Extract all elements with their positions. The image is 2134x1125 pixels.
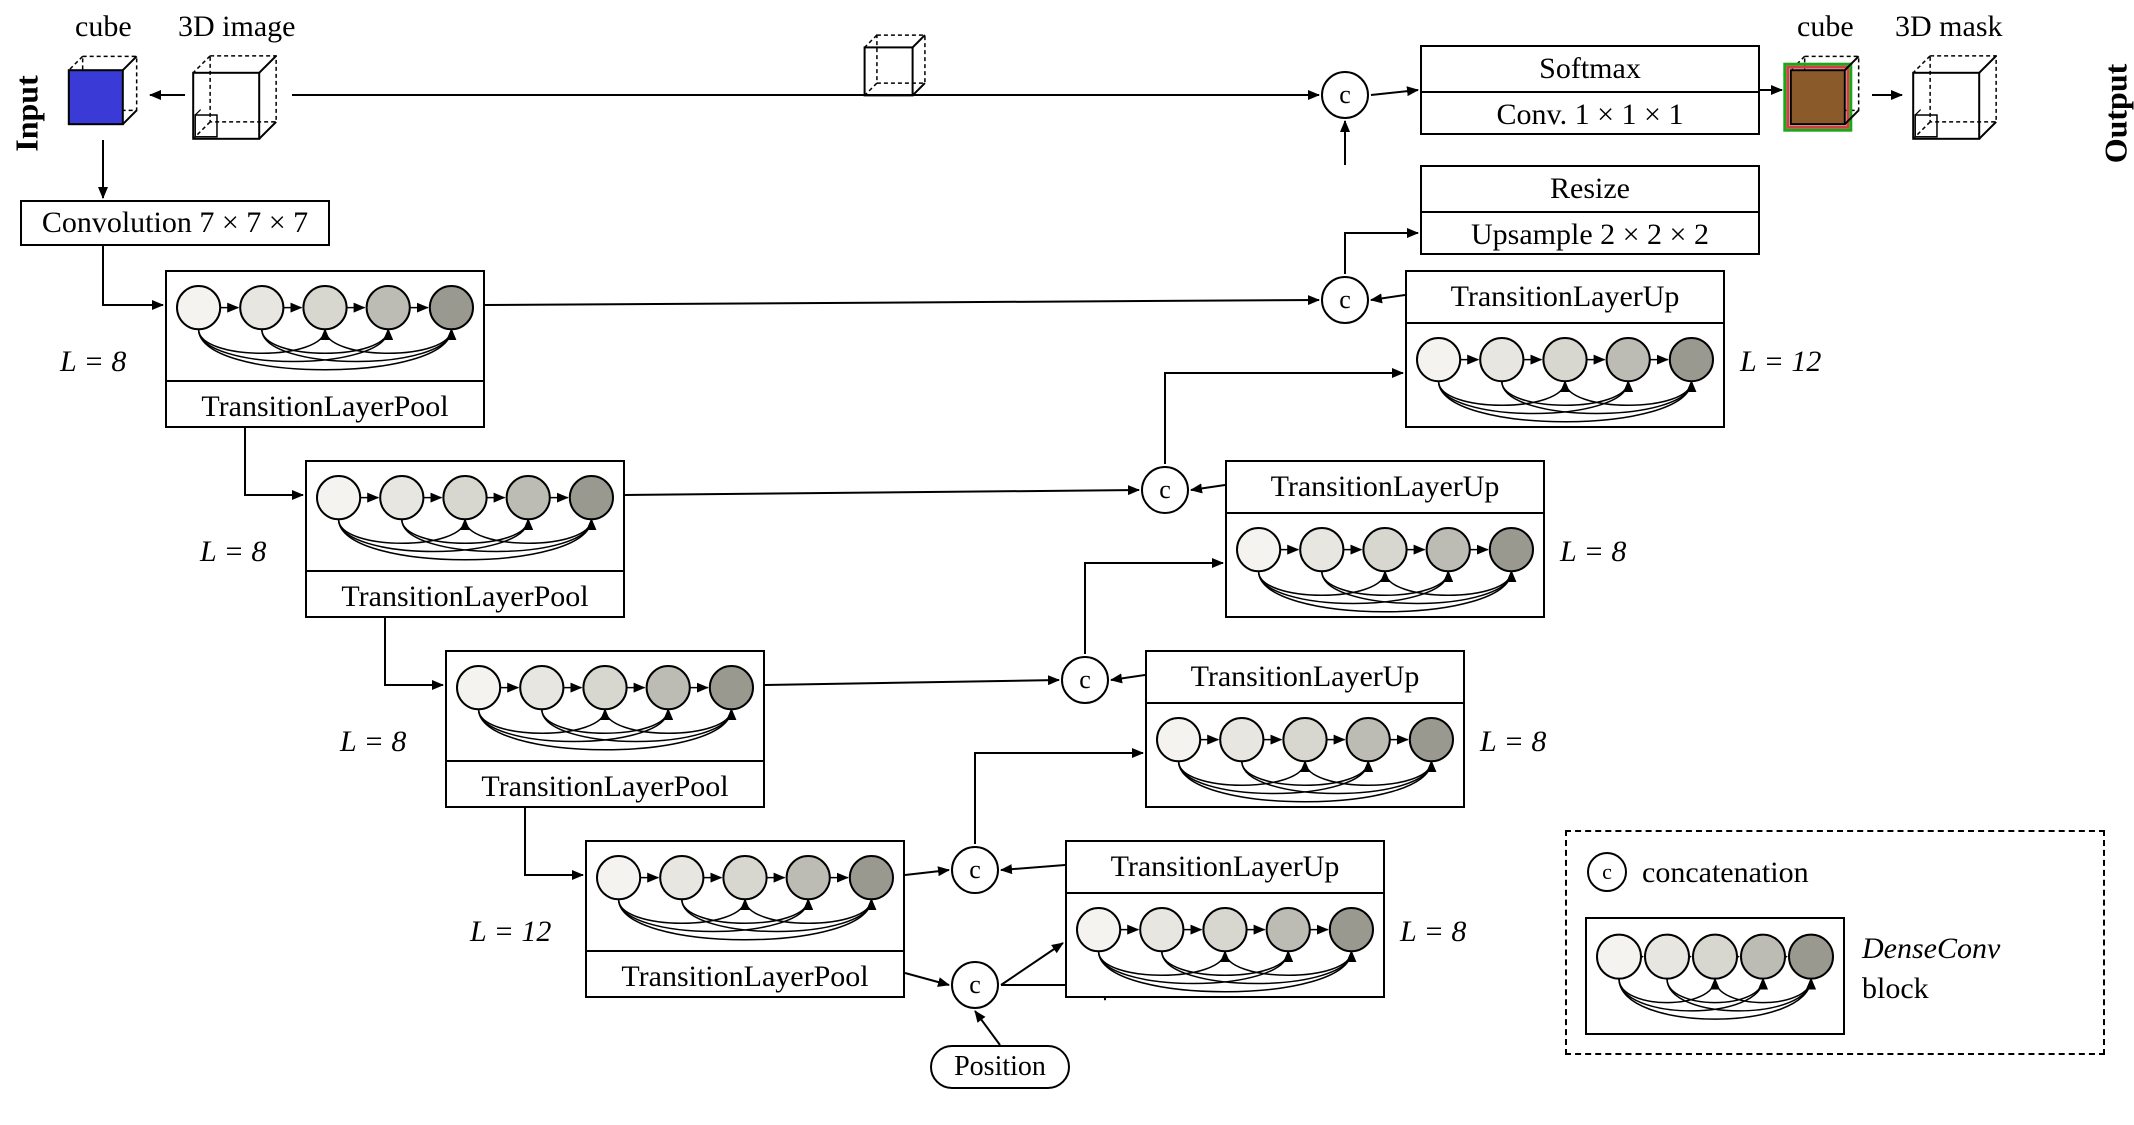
legend-dense-label: DenseConv <box>1862 932 2000 966</box>
legend-concat-icon: c <box>1587 852 1627 892</box>
resize-label: Resize <box>1422 167 1758 211</box>
dense-block: TransitionLayerPool <box>305 460 625 618</box>
cube-out-label: cube <box>1797 10 1854 44</box>
concat-node: c <box>1321 276 1369 324</box>
img3d-label: 3D image <box>178 10 295 44</box>
transition-pool-label: TransitionLayerPool <box>447 760 763 812</box>
dense-block: TransitionLayerUp <box>1225 460 1545 618</box>
transition-up-label: TransitionLayerUp <box>1227 462 1543 514</box>
transition-pool-label: TransitionLayerPool <box>167 380 483 432</box>
L-label-up: L = 12 <box>1740 345 1821 379</box>
concat-node: c <box>1141 466 1189 514</box>
cube-in-label: cube <box>75 10 132 44</box>
dense-block: TransitionLayerPool <box>445 650 765 808</box>
img3d-cube-icon <box>180 42 290 152</box>
L-label-down: L = 8 <box>60 345 126 379</box>
mask3d-cube-icon <box>1900 42 2010 152</box>
concat-node-bottom: c <box>951 961 999 1009</box>
concat-node-top: c <box>1321 71 1369 119</box>
dense-block: TransitionLayerPool <box>165 270 485 428</box>
center-cube-icon <box>855 25 935 105</box>
position-label: Position <box>954 1051 1046 1083</box>
L-label-up: L = 8 <box>1560 535 1626 569</box>
conv7-label: Convolution 7 × 7 × 7 <box>42 206 308 240</box>
legend-concat-label: concatenation <box>1642 856 1809 890</box>
softmax-box: Softmax Conv. 1 × 1 × 1 <box>1420 45 1760 135</box>
resize-box: Resize Upsample 2 × 2 × 2 <box>1420 165 1760 255</box>
transition-up-label: TransitionLayerUp <box>1147 652 1463 704</box>
output-label: Output <box>2098 64 2134 164</box>
input-cube-icon <box>58 45 148 135</box>
dense-block: TransitionLayerUp <box>1145 650 1465 808</box>
upsample-label: Upsample 2 × 2 × 2 <box>1422 211 1758 257</box>
conv1-label: Conv. 1 × 1 × 1 <box>1422 91 1758 137</box>
input-label: Input <box>9 69 46 159</box>
dense-block: TransitionLayerUp <box>1405 270 1725 428</box>
position-pill: Position <box>930 1045 1070 1089</box>
softmax-label: Softmax <box>1422 47 1758 91</box>
concat-node: c <box>1061 656 1109 704</box>
legend-dense-icon <box>1585 917 1845 1035</box>
mask3d-label: 3D mask <box>1895 10 2003 44</box>
transition-pool-label: TransitionLayerPool <box>587 950 903 1002</box>
legend-box: c concatenation DenseConv block <box>1565 830 2105 1055</box>
concat-node: c <box>951 846 999 894</box>
dense-block: TransitionLayerUp <box>1065 840 1385 998</box>
legend-concat-char: c <box>1602 859 1612 885</box>
L-label-up: L = 8 <box>1400 915 1466 949</box>
dense-block: TransitionLayerPool <box>585 840 905 998</box>
L-label-down: L = 12 <box>470 915 551 949</box>
transition-pool-label: TransitionLayerPool <box>307 570 623 622</box>
legend-block-label: block <box>1862 972 1929 1006</box>
output-cube-icon <box>1780 45 1870 135</box>
L-label-down: L = 8 <box>340 725 406 759</box>
conv7-box: Convolution 7 × 7 × 7 <box>20 200 330 246</box>
L-label-down: L = 8 <box>200 535 266 569</box>
transition-up-label: TransitionLayerUp <box>1407 272 1723 324</box>
L-label-up: L = 8 <box>1480 725 1546 759</box>
transition-up-label: TransitionLayerUp <box>1067 842 1383 894</box>
